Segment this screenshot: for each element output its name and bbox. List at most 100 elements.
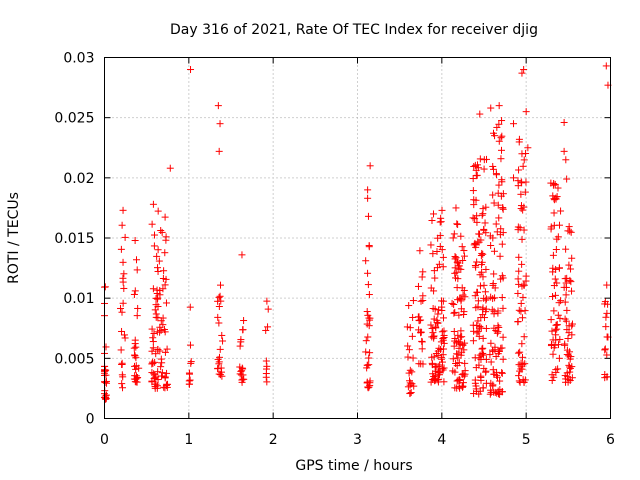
data-point <box>449 234 457 242</box>
data-point <box>518 150 526 158</box>
data-point <box>491 294 499 302</box>
data-point <box>493 389 501 397</box>
data-point <box>453 284 461 292</box>
data-point <box>131 352 139 360</box>
data-point <box>214 313 222 321</box>
data-point <box>457 327 465 335</box>
data-point <box>495 181 503 189</box>
data-point <box>154 264 162 272</box>
data-point <box>603 351 611 359</box>
data-point <box>557 207 565 215</box>
data-point <box>470 162 478 170</box>
data-point <box>553 321 561 329</box>
data-point <box>149 334 157 342</box>
data-point <box>514 289 522 297</box>
data-point <box>552 321 560 329</box>
data-point <box>520 66 528 74</box>
data-point <box>439 366 447 374</box>
data-point <box>434 310 442 318</box>
data-point <box>161 374 169 382</box>
data-point <box>157 227 165 235</box>
data-point <box>450 300 458 308</box>
data-point <box>158 228 166 236</box>
data-point <box>455 311 463 319</box>
data-point <box>364 333 372 341</box>
data-point <box>560 118 568 126</box>
data-point <box>404 383 412 391</box>
data-point <box>430 315 438 323</box>
data-point <box>415 360 423 368</box>
data-point <box>218 372 226 380</box>
data-point <box>473 288 481 296</box>
data-point <box>363 361 371 369</box>
data-point <box>547 340 555 348</box>
data-point <box>554 233 562 241</box>
data-point <box>118 221 126 229</box>
data-point <box>162 236 170 244</box>
data-point <box>149 285 157 293</box>
data-point <box>563 326 571 334</box>
data-point <box>163 345 171 353</box>
data-point <box>566 355 574 363</box>
data-point <box>481 219 489 227</box>
data-point <box>565 361 573 369</box>
data-point <box>491 132 499 140</box>
data-point <box>154 246 162 254</box>
data-point <box>451 384 459 392</box>
data-point <box>515 253 523 261</box>
data-point <box>150 231 158 239</box>
data-point <box>454 350 462 358</box>
x-axis-label: GPS time / hours <box>295 458 412 474</box>
data-point <box>515 135 523 143</box>
data-point <box>134 304 142 312</box>
data-point <box>522 277 530 285</box>
data-point <box>118 308 126 316</box>
data-point <box>488 346 496 354</box>
data-point <box>458 371 466 379</box>
data-point <box>166 164 174 172</box>
data-point <box>118 371 126 379</box>
data-point <box>430 210 438 218</box>
data-point <box>365 361 373 369</box>
data-point <box>364 194 372 202</box>
data-point <box>450 309 458 317</box>
data-point <box>493 371 501 379</box>
data-point <box>102 394 110 402</box>
data-point <box>428 353 436 361</box>
data-point <box>495 102 503 110</box>
data-point <box>498 178 506 186</box>
data-point <box>563 346 571 354</box>
data-point <box>131 237 139 245</box>
data-point <box>406 389 414 397</box>
data-point <box>510 174 518 182</box>
data-point <box>409 354 417 362</box>
data-point <box>133 374 141 382</box>
data-point <box>495 137 503 145</box>
chart-title: Day 316 of 2021, Rate Of TEC Index for r… <box>170 22 538 38</box>
data-point <box>437 346 445 354</box>
data-point <box>601 374 609 382</box>
data-point <box>547 316 555 324</box>
data-point <box>428 324 436 332</box>
data-point <box>263 297 271 305</box>
data-point <box>435 375 443 383</box>
data-point <box>132 365 140 373</box>
data-point <box>555 221 563 229</box>
data-point <box>365 291 373 299</box>
y-tick-label: 0.015 <box>54 231 94 247</box>
data-point <box>433 264 441 272</box>
data-point <box>602 313 610 321</box>
data-point <box>472 364 480 372</box>
data-point <box>152 310 160 318</box>
data-point <box>451 308 459 316</box>
data-point <box>418 345 426 353</box>
data-point <box>455 359 463 367</box>
data-point <box>495 214 503 222</box>
data-point <box>487 388 495 396</box>
data-point <box>452 204 460 212</box>
y-axis-label: ROTI / TECUs <box>6 192 22 284</box>
data-point <box>472 304 480 312</box>
data-point <box>405 302 413 310</box>
data-point <box>217 297 225 305</box>
data-point <box>118 380 126 388</box>
